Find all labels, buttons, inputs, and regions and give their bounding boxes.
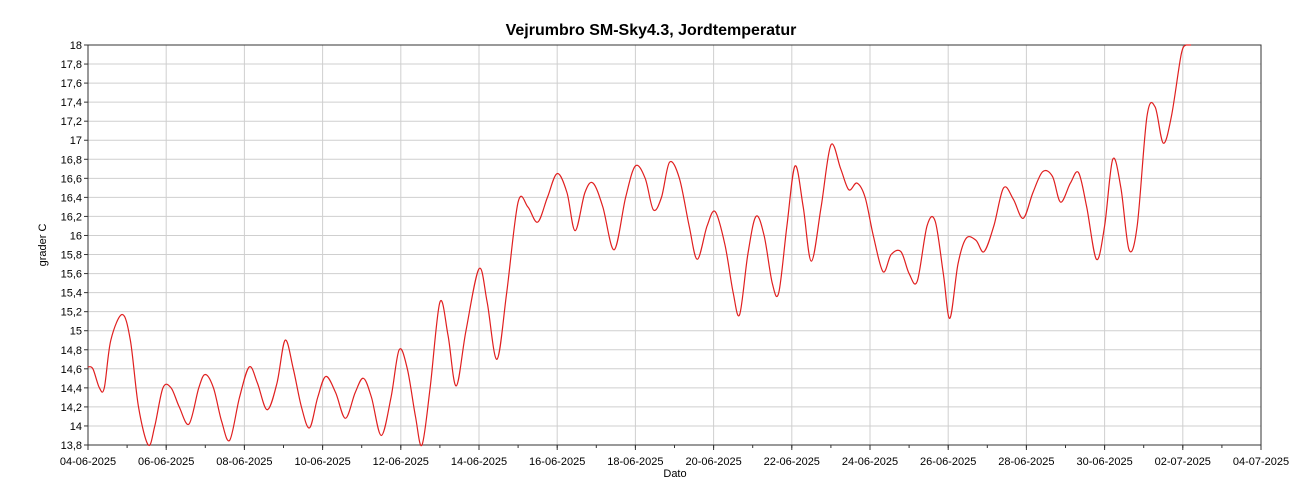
y-tick-label: 14,4 <box>61 383 82 395</box>
y-tick-label: 15,8 <box>61 250 82 262</box>
y-tick-label: 17,6 <box>61 78 82 90</box>
y-tick-label: 15,4 <box>61 288 82 300</box>
y-tick-label: 14 <box>70 421 82 433</box>
x-tick-label: 04-06-2025 <box>60 456 116 468</box>
y-tick-label: 13,8 <box>61 440 82 452</box>
x-tick-label: 08-06-2025 <box>216 456 272 468</box>
x-tick-label: 02-07-2025 <box>1155 456 1211 468</box>
y-tick-label: 17,4 <box>61 97 82 109</box>
x-tick-label: 18-06-2025 <box>607 456 663 468</box>
y-tick-label: 14,6 <box>61 364 82 376</box>
y-tick-label: 14,2 <box>61 402 82 414</box>
y-tick-label: 15 <box>70 326 82 338</box>
y-tick-label: 17 <box>70 135 82 147</box>
y-tick-label: 17,8 <box>61 59 82 71</box>
y-tick-label: 18 <box>70 40 82 52</box>
y-axis-label: grader C <box>37 224 49 267</box>
y-axis: 13,8 14 14,2 14,4 14,6 14,8 15 15,2 15,4 15,6 15,8… <box>61 40 88 452</box>
x-axis-label: Dato <box>663 468 686 480</box>
series-line <box>87 44 1192 447</box>
y-tick-label: 15,2 <box>61 307 82 319</box>
x-tick-label: 26-06-2025 <box>920 456 976 468</box>
x-tick-label: 20-06-2025 <box>685 456 741 468</box>
x-tick-label: 24-06-2025 <box>842 456 898 468</box>
x-axis: 04-06-2025 06-06-2025 08-06-2025 10-06-2025… <box>60 445 1289 468</box>
x-tick-label: 14-06-2025 <box>451 456 507 468</box>
x-tick-label: 12-06-2025 <box>373 456 429 468</box>
y-tick-label: 14,8 <box>61 345 82 357</box>
y-tick-label: 16,6 <box>61 173 82 185</box>
y-tick-label: 16,4 <box>61 192 82 204</box>
y-tick-label: 16 <box>70 230 82 242</box>
y-tick-label: 15,6 <box>61 269 82 281</box>
x-tick-label: 28-06-2025 <box>998 456 1054 468</box>
x-tick-label: 10-06-2025 <box>294 456 350 468</box>
x-tick-label: 30-06-2025 <box>1076 456 1132 468</box>
x-tick-label: 22-06-2025 <box>764 456 820 468</box>
y-tick-label: 17,2 <box>61 116 82 128</box>
x-tick-label: 06-06-2025 <box>138 456 194 468</box>
x-tick-label: 04-07-2025 <box>1233 456 1289 468</box>
chart-title: Vejrumbro SM-Sky4.3, Jordtemperatur <box>506 22 797 39</box>
x-tick-label: 16-06-2025 <box>529 456 585 468</box>
y-tick-label: 16,8 <box>61 154 82 166</box>
y-tick-label: 16,2 <box>61 211 82 223</box>
